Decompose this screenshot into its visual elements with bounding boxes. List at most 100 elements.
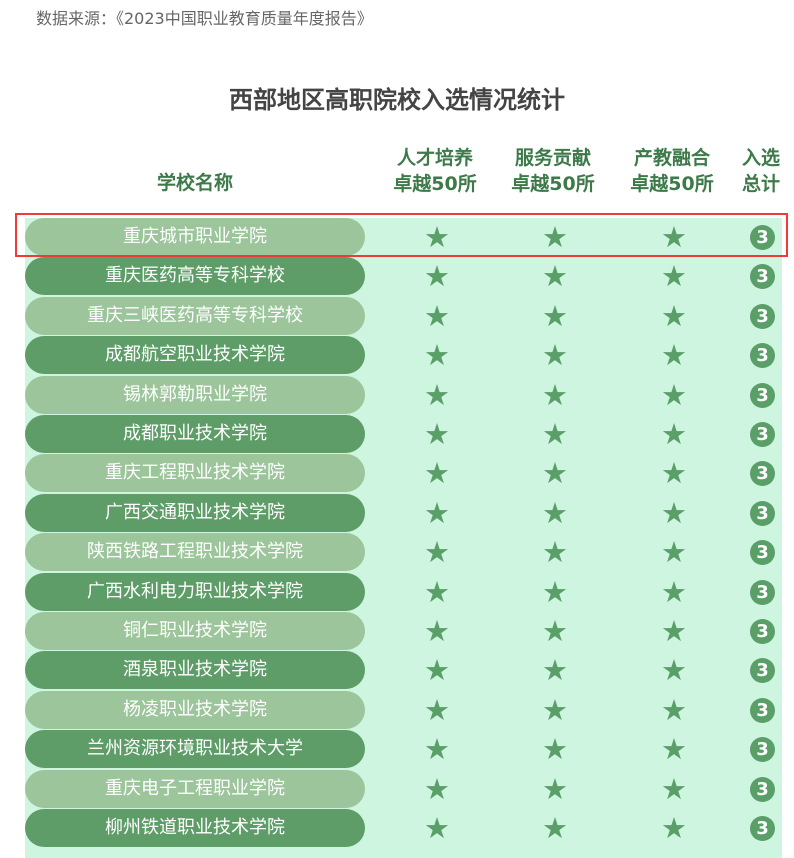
- total-count-badge: 3: [750, 816, 775, 841]
- table-row: 广西交通职业技术学院 ★ ★ ★ 3: [25, 493, 782, 532]
- star-icon: ★: [542, 220, 568, 254]
- header-talent-training: 人才培养 卓越50所: [380, 145, 490, 197]
- table-row: 杨凌职业技术学院 ★ ★ ★ 3: [25, 690, 782, 729]
- total-count-badge: 3: [750, 225, 775, 250]
- school-name: 兰州资源环境职业技术大学: [25, 730, 365, 769]
- total-count-badge: 3: [750, 461, 775, 487]
- star-icon: ★: [661, 692, 687, 727]
- star-icon: ★: [424, 417, 450, 451]
- star-icon: ★: [661, 614, 687, 648]
- star-icon: ★: [424, 259, 450, 294]
- star-icon: ★: [661, 259, 687, 294]
- school-name: 重庆城市职业学院: [25, 218, 365, 256]
- table-row: 重庆三峡医药高等专科学校 ★ ★ ★ 3: [25, 296, 782, 335]
- total-count-badge: 3: [750, 422, 775, 447]
- total-count-badge: 3: [750, 303, 775, 329]
- star-icon: ★: [661, 417, 687, 451]
- header-line: 卓越50所: [511, 173, 595, 195]
- star-icon: ★: [542, 614, 568, 648]
- school-name: 陕西铁路工程职业技术学院: [25, 533, 365, 572]
- header-total: 入选 总计: [735, 145, 787, 197]
- star-icon: ★: [661, 220, 687, 254]
- star-icon: ★: [424, 456, 450, 491]
- school-name: 铜仁职业技术学院: [25, 612, 365, 650]
- star-icon: ★: [661, 377, 687, 412]
- school-name: 锡林郭勒职业学院: [25, 375, 365, 414]
- star-icon: ★: [542, 338, 568, 373]
- table-row: 重庆工程职业技术学院 ★ ★ ★ 3: [25, 454, 782, 493]
- star-icon: ★: [424, 535, 450, 570]
- total-count-badge: 3: [750, 776, 775, 802]
- school-name: 酒泉职业技术学院: [25, 651, 365, 690]
- star-icon: ★: [424, 614, 450, 648]
- star-icon: ★: [542, 692, 568, 727]
- total-count-badge: 3: [750, 697, 775, 723]
- school-name: 成都职业技术学院: [25, 415, 365, 453]
- star-icon: ★: [661, 456, 687, 491]
- star-icon: ★: [542, 298, 568, 333]
- header-school-name: 学校名称: [156, 172, 233, 194]
- star-icon: ★: [424, 811, 450, 845]
- header-industry-education: 产教融合卓越50所: [617, 145, 727, 197]
- star-icon: ★: [424, 732, 450, 767]
- total-count-badge: 3: [750, 264, 775, 290]
- star-icon: ★: [424, 338, 450, 373]
- header-service-contribution: 服务贡献 卓越50所: [498, 145, 608, 197]
- header-line: 卓越50所: [630, 173, 714, 195]
- star-icon: ★: [661, 574, 687, 609]
- star-icon: ★: [424, 298, 450, 333]
- star-icon: ★: [661, 811, 687, 845]
- star-icon: ★: [661, 771, 687, 806]
- table-row: 铜仁职业技术学院 ★ ★ ★ 3: [25, 612, 782, 650]
- school-name: 柳州铁道职业技术学院: [25, 809, 365, 847]
- star-icon: ★: [424, 771, 450, 806]
- star-icon: ★: [424, 495, 450, 530]
- total-count-badge: 3: [750, 619, 775, 644]
- header-line: 产教融合: [633, 147, 710, 169]
- star-icon: ★: [424, 220, 450, 254]
- table-row: 锡林郭勒职业学院 ★ ★ ★ 3: [25, 375, 782, 414]
- table-row: 成都航空职业技术学院 ★ ★ ★ 3: [25, 336, 782, 375]
- star-icon: ★: [661, 338, 687, 373]
- star-icon: ★: [542, 574, 568, 609]
- header-line: 人才培养: [396, 147, 473, 169]
- star-icon: ★: [542, 456, 568, 491]
- header-line: 总计: [741, 173, 780, 195]
- table-row: 成都职业技术学院 ★ ★ ★ 3: [25, 415, 782, 453]
- table-row: 重庆医药高等专科学校 ★ ★ ★ 3: [25, 257, 782, 296]
- table-row: 广西水利电力职业技术学院 ★ ★ ★ 3: [25, 572, 782, 611]
- table-row: 柳州铁道职业技术学院 ★ ★ ★ 3: [25, 809, 782, 847]
- total-count-badge: 3: [750, 343, 775, 369]
- star-icon: ★: [661, 535, 687, 570]
- table-row: 酒泉职业技术学院 ★ ★ ★ 3: [25, 651, 782, 690]
- total-count-badge: 3: [750, 540, 775, 566]
- table-row: 重庆电子工程职业学院 ★ ★ ★ 3: [25, 769, 782, 808]
- star-icon: ★: [542, 771, 568, 806]
- total-count-badge: 3: [750, 500, 775, 526]
- data-source-note: 数据来源：《2023中国职业教育质量年度报告》: [36, 9, 373, 28]
- total-count-badge: 3: [750, 658, 775, 684]
- school-name: 成都航空职业技术学院: [25, 336, 365, 375]
- school-name: 广西交通职业技术学院: [25, 493, 365, 532]
- school-name: 重庆工程职业技术学院: [25, 454, 365, 493]
- school-name: 重庆电子工程职业学院: [25, 769, 365, 808]
- star-icon: ★: [542, 377, 568, 412]
- table-title: 西部地区高职院校入选情况统计: [229, 86, 565, 114]
- table-row: 兰州资源环境职业技术大学 ★ ★ ★ 3: [25, 730, 782, 769]
- star-icon: ★: [424, 692, 450, 727]
- star-icon: ★: [542, 732, 568, 767]
- star-icon: ★: [424, 377, 450, 412]
- star-icon: ★: [542, 535, 568, 570]
- star-icon: ★: [424, 653, 450, 688]
- school-name: 广西水利电力职业技术学院: [25, 572, 365, 611]
- total-count-badge: 3: [750, 737, 775, 763]
- school-name: 重庆医药高等专科学校: [25, 257, 365, 296]
- star-icon: ★: [661, 495, 687, 530]
- star-icon: ★: [424, 574, 450, 609]
- star-icon: ★: [542, 811, 568, 845]
- star-icon: ★: [542, 259, 568, 294]
- total-count-badge: 3: [750, 579, 775, 605]
- table-row: 陕西铁路工程职业技术学院 ★ ★ ★ 3: [25, 533, 782, 572]
- star-icon: ★: [542, 495, 568, 530]
- star-icon: ★: [542, 653, 568, 688]
